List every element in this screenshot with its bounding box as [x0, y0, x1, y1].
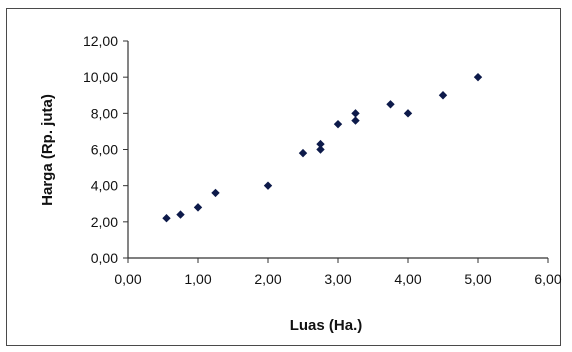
x-tick-label: 3,00	[324, 271, 351, 287]
y-tick-labels: 0,00 2,00 4,00 6,00 8,00 10,00 12,00	[83, 33, 118, 266]
y-tick-label: 12,00	[83, 33, 118, 49]
x-axis-title: Luas (Ha.)	[290, 317, 363, 334]
y-axis-title: Harga (Rp. juta)	[39, 94, 56, 206]
data-points	[162, 72, 483, 223]
data-point	[316, 139, 325, 149]
data-point	[403, 109, 413, 118]
data-point	[162, 214, 171, 223]
chart-frame	[6, 8, 561, 346]
y-tick-label: 6,00	[91, 142, 118, 158]
data-point	[333, 119, 343, 129]
data-point	[176, 210, 185, 219]
y-tick-label: 10,00	[83, 69, 118, 85]
data-point	[386, 100, 395, 109]
x-tick-label: 4,00	[394, 271, 421, 287]
y-tick-label: 0,00	[91, 250, 118, 266]
y-tick-label: 2,00	[91, 214, 118, 230]
axes	[123, 40, 549, 263]
data-point	[193, 203, 203, 212]
data-point	[298, 148, 308, 158]
x-tick-label: 1,00	[184, 271, 211, 287]
data-point	[263, 181, 273, 190]
x-tick-labels: 0,00 1,00 2,00 3,00 4,00 5,00 6,00	[114, 271, 561, 287]
data-point	[351, 116, 360, 125]
y-tick-label: 8,00	[91, 105, 118, 121]
data-point	[438, 91, 448, 100]
data-point	[473, 72, 483, 82]
x-tick-label: 2,00	[254, 271, 281, 287]
x-tick-label: 6,00	[534, 271, 561, 287]
y-tick-label: 4,00	[91, 178, 118, 194]
x-tick-label: 5,00	[464, 271, 491, 287]
x-tick-label: 0,00	[114, 271, 141, 287]
data-point	[316, 145, 325, 154]
data-point	[211, 188, 220, 198]
data-point	[351, 109, 360, 118]
